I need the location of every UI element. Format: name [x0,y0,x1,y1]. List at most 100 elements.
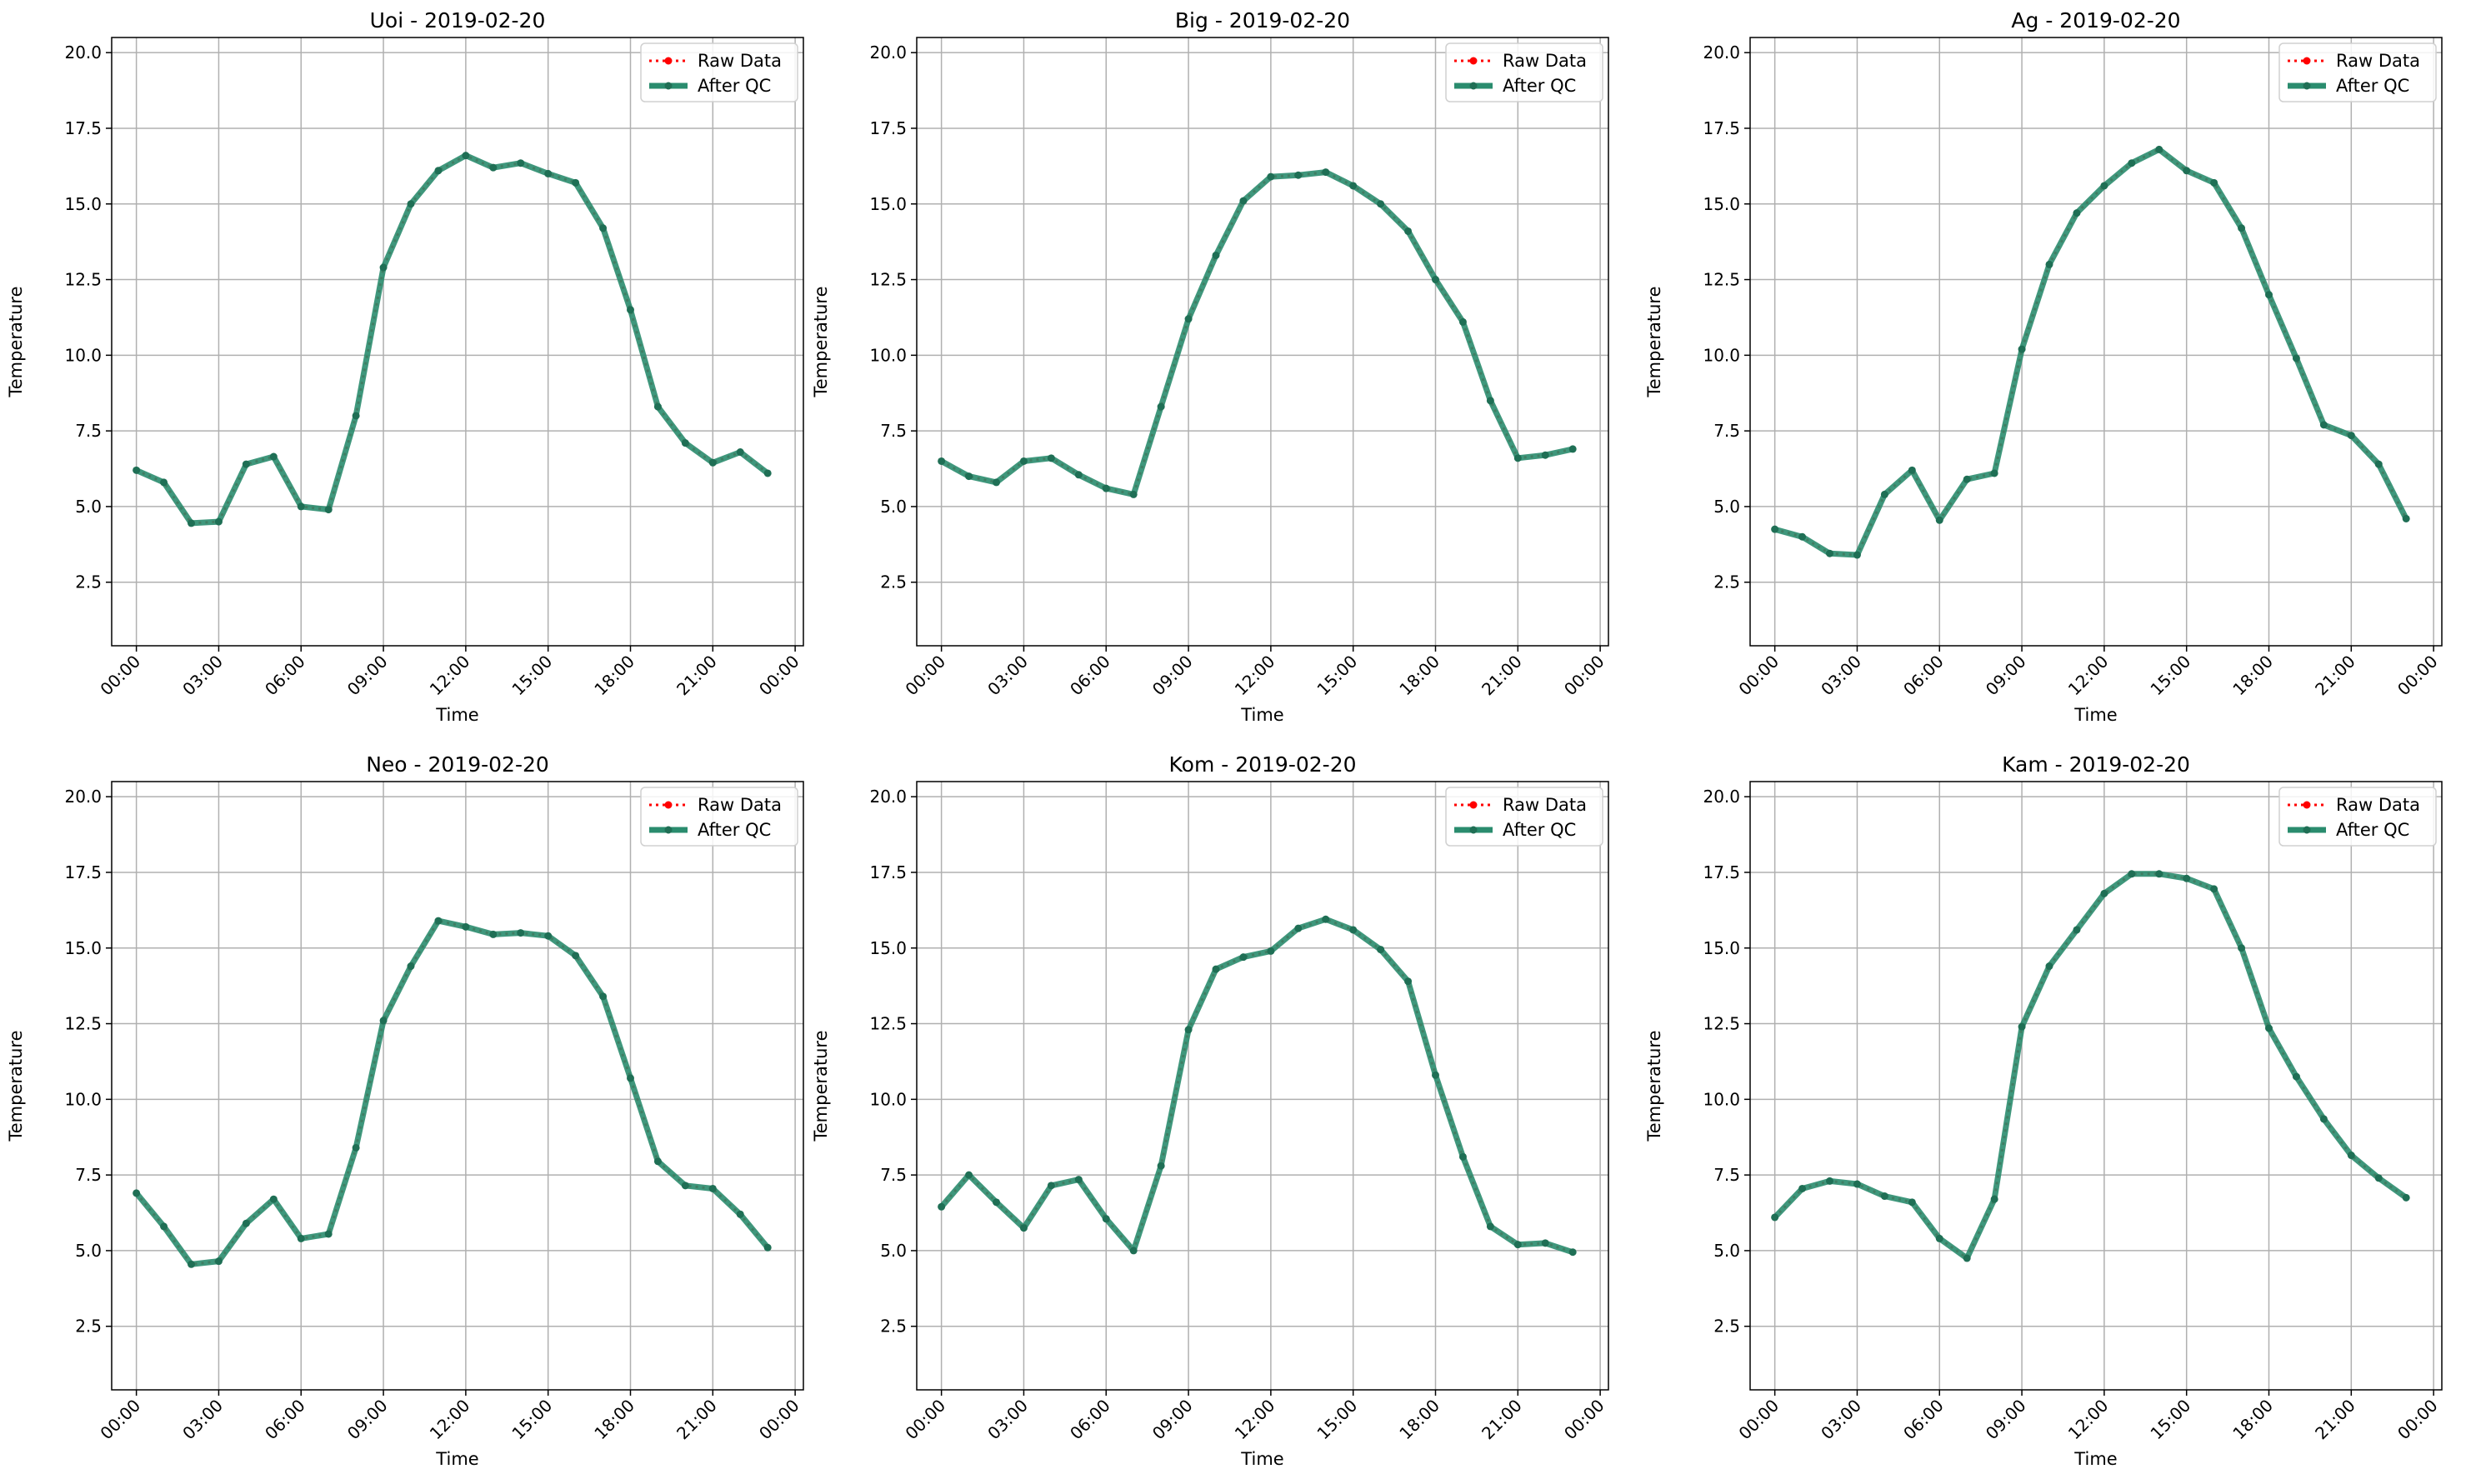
legend-qc-marker [1469,82,1478,90]
x-tick-label: 06:00 [1899,652,1948,700]
after-qc-point [242,1219,250,1227]
after-qc-point [1798,1184,1807,1192]
y-tick-label: 17.5 [869,862,907,882]
after-qc-point [2100,889,2108,897]
y-tick-label: 20.0 [869,787,907,807]
after-qc-point [681,1182,689,1190]
after-qc-point [2265,291,2273,299]
legend-raw-label: Raw Data [698,795,782,815]
subplot-5: 2.5 5.0 7.5 10.0 12.5 15.0 17.5 20.0 00:00 03:00 0… [811,752,1609,1469]
after-qc-point [627,1074,634,1082]
x-tick-label: 09:00 [1148,652,1197,700]
y-tick-label: 12.5 [1703,270,1740,290]
x-tick-label: 12:00 [2064,1396,2113,1444]
after-qc-point [2402,514,2410,522]
y-tick-label: 15.0 [869,938,907,958]
after-qc-point [544,932,553,940]
y-tick-label: 15.0 [1703,194,1740,214]
x-tick-label: 09:00 [1148,1396,1197,1444]
after-qc-point [1267,947,1275,955]
y-tick-label: 5.0 [880,1241,907,1261]
legend-raw-marker [2303,801,2311,809]
x-tick-label: 21:00 [673,652,721,700]
after-qc-point [763,469,772,477]
after-qc-point [2128,870,2136,878]
legend-raw-label: Raw Data [2336,795,2420,815]
x-tick-label: 09:00 [1982,652,2030,700]
after-qc-line [938,916,1574,1256]
after-qc-point [2183,874,2191,882]
legend-raw-marker [664,57,673,65]
after-qc-point [572,952,580,960]
after-qc-point [1267,172,1275,181]
legend-qc-label: After QC [1503,76,1576,96]
y-tick-label: 15.0 [1703,938,1740,958]
x-tick-label: 06:00 [261,652,309,700]
after-qc-point [993,1198,1001,1207]
after-qc-point [1404,227,1413,235]
after-qc-point [1853,1180,1861,1188]
y-tick-label: 10.0 [1703,1089,1740,1109]
after-qc-point [1935,1234,1943,1242]
legend-qc-marker [1469,826,1478,834]
after-qc-point [1212,251,1220,259]
after-qc-point [1294,924,1303,932]
after-qc-point [1349,926,1358,934]
after-qc-point [352,1143,360,1152]
after-qc-point [763,1243,772,1252]
chart-title: Neo - 2019-02-20 [366,752,549,777]
y-tick-label: 10.0 [64,1089,102,1109]
after-qc-point [2265,1024,2273,1032]
after-qc-point [1908,1198,1916,1207]
x-tick-label: 00:00 [1560,1396,1608,1444]
after-qc-point [1541,1239,1549,1247]
x-tick-label: 12:00 [1231,1396,1279,1444]
y-tick-label: 2.5 [75,572,102,592]
legend-qc-marker [664,82,673,90]
after-qc-point [160,1222,168,1231]
after-qc-point [352,412,360,420]
after-qc-point [938,1202,946,1211]
x-tick-label: 06:00 [261,1396,309,1444]
after-qc-point [297,502,305,511]
x-tick-label: 18:00 [2228,652,2277,700]
plot-area [917,782,1608,1390]
plot-area [1750,782,2442,1390]
after-qc-point [2292,1072,2300,1081]
after-qc-point [1322,168,1330,177]
after-qc-point [1798,532,1807,541]
after-qc-point [1432,276,1439,284]
axes-frame [1749,37,2443,647]
x-tick-label: 03:00 [178,1396,227,1444]
y-tick-label: 2.5 [1713,1317,1740,1337]
legend-qc-marker [2303,826,2311,834]
after-qc-point [2155,870,2163,878]
after-qc-point [2155,145,2163,153]
legend-raw-label: Raw Data [1503,51,1587,71]
x-tick-label: 18:00 [1395,1396,1443,1444]
x-axis-label: Time [435,705,478,725]
y-tick-label: 2.5 [880,572,907,592]
after-qc-point [572,178,580,187]
after-qc-point [1157,402,1165,411]
y-tick-label: 2.5 [75,1317,102,1337]
after-qc-point [1212,965,1220,973]
y-tick-label: 12.5 [64,270,102,290]
chart-title: Ag - 2019-02-20 [2011,8,2180,32]
after-qc-point [653,402,662,411]
after-qc-point [1239,953,1248,962]
after-qc-point [2374,460,2383,468]
after-qc-point [965,472,973,481]
after-qc-point [1019,457,1028,465]
after-qc-point [736,1210,744,1218]
after-qc-point [1908,466,1916,474]
y-tick-label: 20.0 [1703,787,1740,807]
x-tick-label: 15:00 [2146,652,2194,700]
after-qc-point [1074,1176,1083,1184]
x-tick-label: 00:00 [96,652,144,700]
y-axis-label: Temperature [1644,286,1664,397]
after-qc-point [2100,182,2108,190]
after-qc-point [160,478,168,487]
after-qc-point [2238,224,2246,232]
